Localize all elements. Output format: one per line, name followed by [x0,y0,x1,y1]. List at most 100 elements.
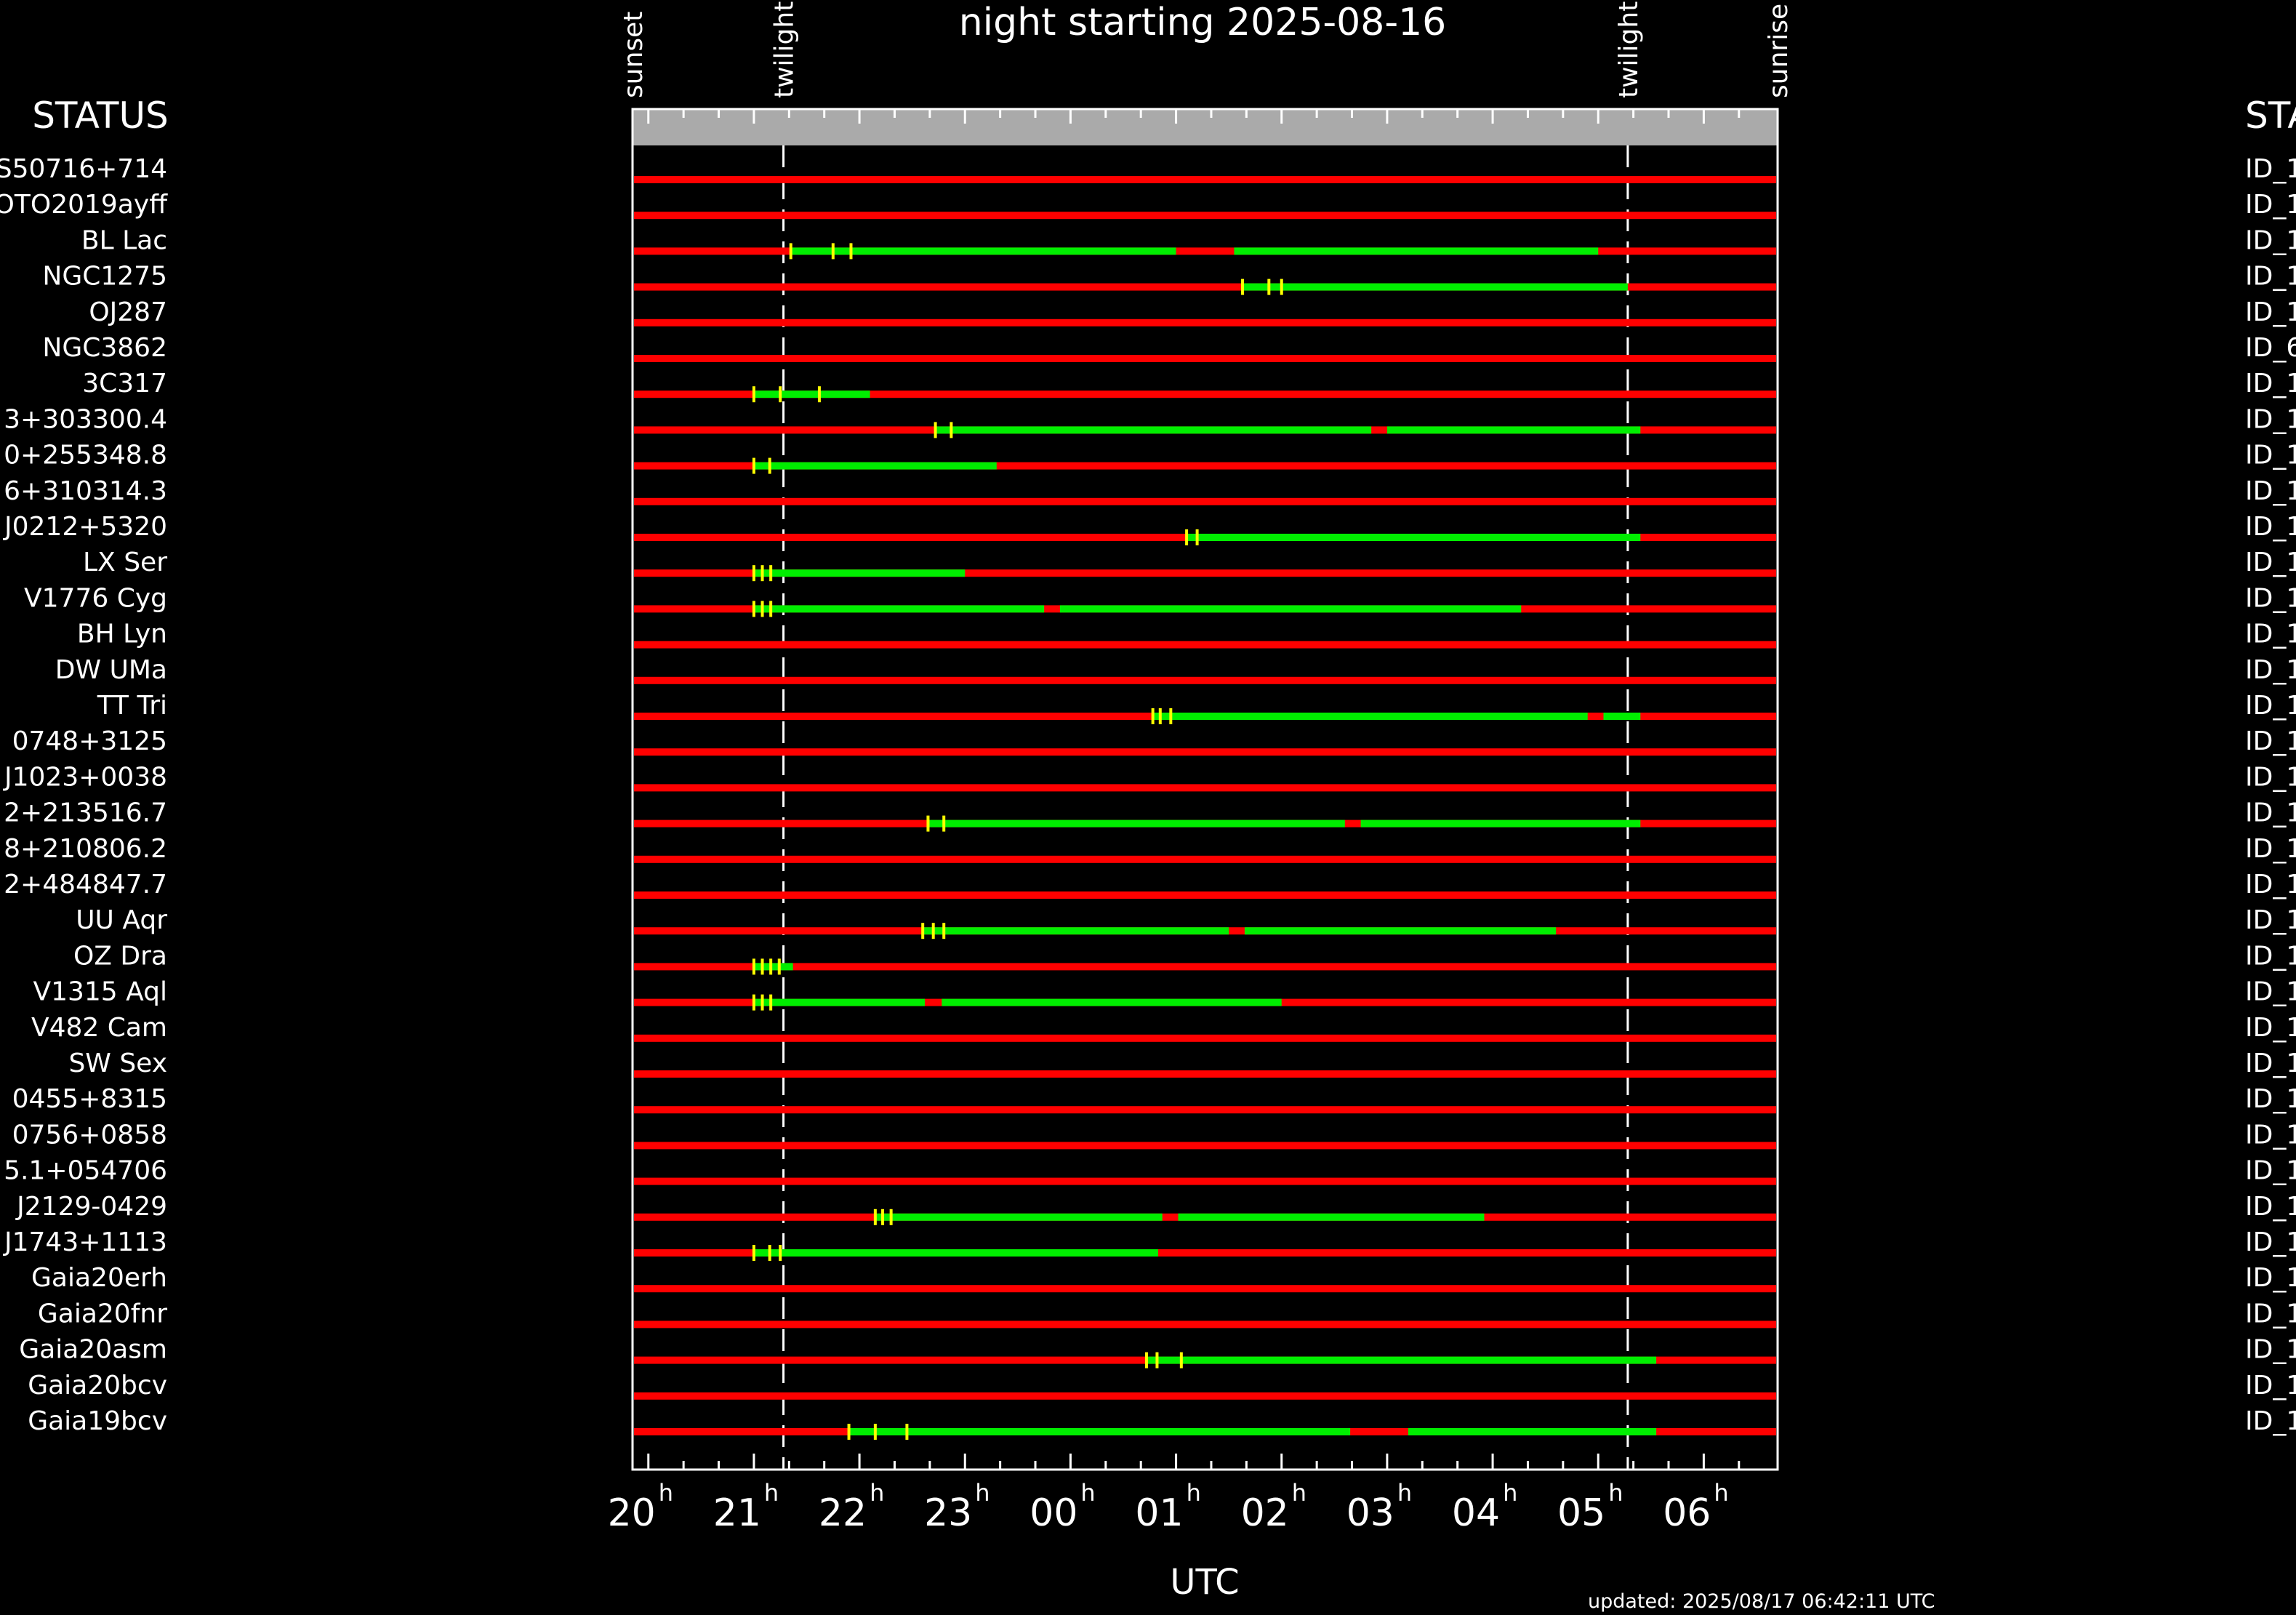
observable-segment [753,569,966,577]
event-lines [782,145,1629,1470]
target-row [634,176,1776,183]
left-status-header: STATUS [32,95,169,137]
observation-marker [769,565,773,582]
unobservable-bar [634,963,1776,971]
target-row [634,1106,1776,1114]
observation-marker [1241,278,1245,295]
observation-marker [752,994,755,1011]
unobservable-bar [634,390,1776,398]
unobservable-bar [634,462,1776,470]
observation-marker [1185,529,1189,545]
target-id-label: ID_1 [2245,726,2296,756]
observation-marker [752,1245,755,1261]
target-row [634,1070,1776,1078]
target-name-label: J2129-0429 [15,1192,167,1222]
unobservable-bar [634,283,1776,291]
hour-tick-label: 20 [608,1491,656,1535]
target-id-label: ID_1 [2245,583,2296,613]
target-row [634,565,1776,582]
observation-marker [847,1424,851,1440]
target-name-label: 0756+0858 [12,1120,167,1150]
hour-tick-sup: h [1503,1479,1517,1507]
hour-tick-sup: h [975,1479,990,1507]
target-row [634,641,1776,649]
observation-marker [1280,278,1283,295]
observable-segment [753,390,870,398]
unobservable-bar [634,569,1776,577]
target-name-label: OJ287 [89,297,167,327]
observation-marker [1267,278,1271,295]
target-id-label: ID_1 [2245,1406,2296,1436]
unobservable-bar [634,1034,1776,1042]
observation-marker [760,601,764,617]
target-id-label: ID_1 [2245,798,2296,828]
target-row [634,1321,1776,1329]
target-name-label: 0455+8315 [12,1084,167,1114]
observation-marker [1169,708,1173,724]
observation-marker [873,1424,877,1440]
target-row [634,815,1776,832]
target-id-label: ID_1 [2245,834,2296,864]
target-row [634,1034,1776,1042]
hour-tick-sup: h [1187,1479,1201,1507]
target-row [634,855,1776,863]
header-band [633,109,1778,145]
observable-segment [942,998,1282,1006]
target-name-label: J1023+0038 [3,762,167,792]
target-row [634,1424,1776,1440]
observability-bars [634,176,1776,1440]
unobservable-bar [634,318,1776,326]
target-row [634,601,1776,617]
observable-segment [753,462,997,470]
target-id-label: ID_1 [2245,190,2296,220]
target-name-label: OZ Dra [73,941,167,971]
observable-segment [875,1213,1163,1221]
observation-marker [752,958,755,975]
target-row [634,891,1776,899]
unobservable-bar [634,748,1776,756]
observable-segment [753,998,926,1006]
target-name-label: NGC1275 [42,262,167,292]
target-id-label: ID_1 [2245,1192,2296,1222]
header-band-ticks [647,109,1741,124]
hour-tick-sup: h [1608,1479,1623,1507]
target-row [634,422,1776,438]
observable-segment [1178,1213,1485,1221]
hour-tick-sup: h [659,1479,673,1507]
unobservable-bar [634,1392,1776,1400]
observation-marker [849,243,853,260]
target-id-label: ID_1 [2245,297,2296,327]
row-labels: S50716+714 OTO2019ayff BL Lac NGC1275 OJ287 N… [0,154,168,1436]
observation-marker [769,958,773,975]
observation-marker [881,1209,885,1225]
target-name-label: 3+303300.4 [4,404,167,434]
observable-segment [1244,927,1557,935]
observation-marker [931,923,935,939]
target-id-label: ID_1 [2245,762,2296,792]
unobservable-bar [634,1249,1776,1257]
observation-marker [760,565,764,582]
target-id-label: ID_1 [2245,655,2296,685]
observation-marker [752,457,755,474]
target-row [634,994,1776,1011]
observation-marker [942,923,946,939]
observation-marker [926,815,930,832]
target-id-label: ID_1 [2245,1013,2296,1043]
target-id-label: ID_1 [2245,441,2296,470]
target-name-label: 6+310314.3 [4,476,167,506]
right-status-header: STA [2245,95,2296,137]
target-name-label: 2+213516.7 [4,798,167,828]
observable-segment [1360,819,1641,827]
target-row [634,1352,1776,1368]
row-id-labels: ID_1 ID_1 ID_1 ID_1 ID_1 ID_6 ID_1 ID_1 ID_1 ID_1… [2245,154,2296,1436]
x-axis-ticks: 20 h 21 h 22 h 23 h 00 h 01 h 02 h 03 h 04 h 05 h 06 h [608,1454,1741,1535]
target-id-label: ID_1 [2245,548,2296,577]
target-row [634,318,1776,326]
target-name-label: SW Sex [68,1049,167,1078]
observation-marker [760,958,764,975]
target-row [634,386,1776,403]
hour-tick-label: 23 [924,1491,972,1535]
target-id-label: ID_1 [2245,620,2296,649]
target-id-label: ID_1 [2245,1156,2296,1186]
observation-marker [777,958,781,975]
